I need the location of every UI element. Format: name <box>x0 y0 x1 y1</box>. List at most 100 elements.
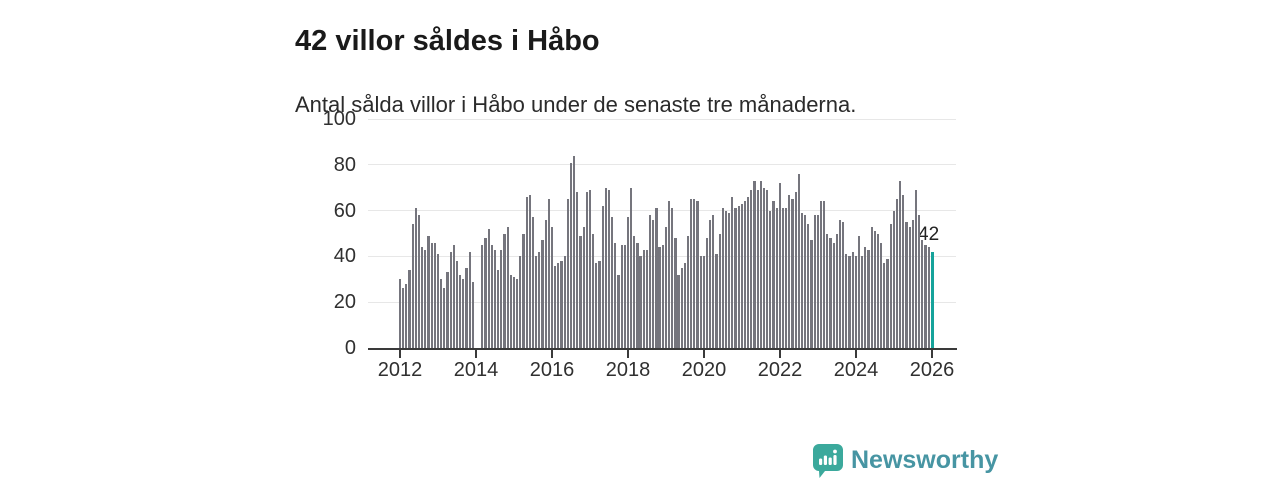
bar <box>753 180 756 348</box>
newsworthy-icon <box>813 444 843 483</box>
bar <box>535 256 538 348</box>
bar <box>408 270 411 348</box>
bar <box>500 249 503 348</box>
bar <box>696 201 699 348</box>
gridline <box>368 164 956 166</box>
bar <box>525 196 528 348</box>
bar <box>512 277 516 348</box>
x-tick-label: 2012 <box>377 359 423 381</box>
bar <box>921 240 924 348</box>
bar <box>829 238 832 348</box>
bar <box>626 217 630 348</box>
bar <box>414 208 417 348</box>
bar <box>759 180 762 348</box>
bar <box>506 226 509 348</box>
x-tick <box>779 350 781 358</box>
bar <box>547 199 550 348</box>
bar <box>876 233 880 348</box>
bar <box>892 210 895 348</box>
gridline <box>368 118 956 120</box>
bar <box>813 215 816 348</box>
bar <box>531 217 535 348</box>
bar <box>636 242 639 348</box>
bar <box>924 244 927 348</box>
bar <box>516 279 519 348</box>
bar <box>880 242 883 348</box>
x-tick-label: 2022 <box>757 359 803 381</box>
bar <box>861 256 864 348</box>
bar <box>671 208 674 348</box>
bar <box>857 235 861 348</box>
bar <box>683 263 686 348</box>
bar <box>405 283 408 348</box>
bar <box>737 206 740 348</box>
chart-subtitle: Antal sålda villor i Håbo under de senas… <box>295 92 857 117</box>
bar <box>883 263 886 348</box>
bar <box>601 206 604 348</box>
bar <box>569 162 573 348</box>
bar <box>772 201 775 348</box>
bar <box>436 254 440 348</box>
bar <box>433 242 436 348</box>
bar <box>775 208 778 348</box>
bar <box>648 215 652 348</box>
bar <box>781 208 785 348</box>
bar <box>588 189 592 348</box>
y-tick-label: 40 <box>333 245 356 268</box>
bar <box>851 251 854 348</box>
bar <box>794 192 797 348</box>
bar <box>715 254 718 348</box>
bar <box>471 281 474 348</box>
bar <box>655 208 658 348</box>
bar <box>509 274 512 348</box>
bar <box>766 189 769 348</box>
bar <box>550 226 554 348</box>
bar <box>402 288 405 348</box>
bar <box>440 279 443 348</box>
newsworthy-logo[interactable]: Newsworthy <box>813 444 998 478</box>
bar <box>642 249 645 348</box>
x-tick <box>627 350 629 358</box>
bar <box>807 224 810 348</box>
bar <box>538 251 541 348</box>
bar <box>835 233 838 348</box>
bar <box>705 238 709 348</box>
bar <box>449 251 452 348</box>
bar <box>497 270 500 348</box>
bar <box>554 265 557 348</box>
bar <box>740 203 743 348</box>
bar <box>873 231 876 348</box>
bar <box>652 219 655 348</box>
bar <box>630 187 633 348</box>
bar <box>823 201 826 348</box>
bar <box>490 244 493 348</box>
bar <box>484 238 487 348</box>
last-value-annotation: 42 <box>918 224 940 245</box>
bar <box>842 222 845 348</box>
bar <box>816 215 819 348</box>
bar <box>889 224 892 348</box>
bar <box>592 233 595 348</box>
bar <box>927 247 930 348</box>
bar <box>674 238 677 348</box>
bar <box>617 274 620 348</box>
bar <box>743 201 747 348</box>
newsworthy-wordmark: Newsworthy <box>851 446 999 474</box>
bar <box>918 215 921 348</box>
bar <box>560 260 563 348</box>
bar <box>895 199 899 348</box>
x-tick-label: 2026 <box>909 359 955 381</box>
bar <box>427 235 430 348</box>
bar <box>462 279 465 348</box>
bar <box>667 201 671 348</box>
bar <box>854 256 857 348</box>
bar <box>493 249 497 348</box>
bar <box>838 219 842 348</box>
bar <box>446 272 449 348</box>
bar <box>709 219 712 348</box>
bar <box>604 187 607 348</box>
bar <box>778 183 781 348</box>
bar <box>902 194 905 348</box>
bar <box>693 199 696 348</box>
gridline <box>368 210 956 212</box>
